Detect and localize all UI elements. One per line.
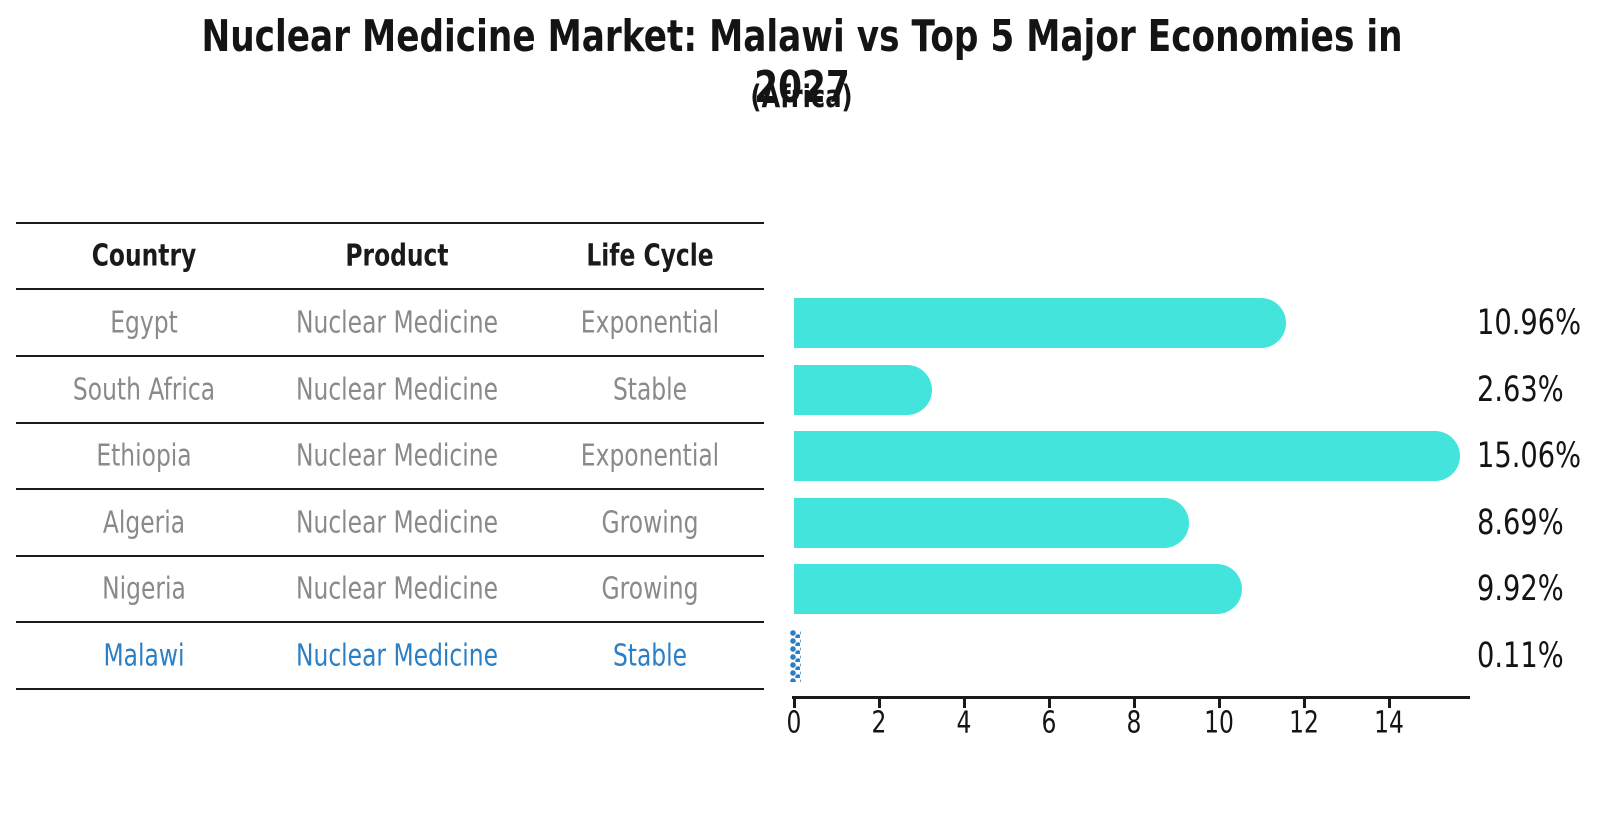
- table-header-1: Product: [331, 239, 463, 274]
- value-label-2: 15.06%: [1477, 436, 1604, 476]
- x-axis-tick-2: [878, 698, 881, 708]
- value-label-0-text: 10.96%: [1477, 302, 1582, 343]
- value-label-1: 2.63%: [1477, 370, 1588, 410]
- table-cell-country-text: South Africa: [72, 372, 216, 407]
- table-cell-product: Nuclear Medicine: [267, 305, 526, 340]
- table-cell-country-text: Algeria: [102, 505, 186, 540]
- x-axis-tick-8: [1133, 698, 1136, 708]
- table-cell-country: Nigeria: [90, 572, 197, 607]
- table-cell-product-text: Nuclear Medicine: [295, 438, 499, 474]
- table-cell-product: Nuclear Medicine: [267, 572, 526, 607]
- table-cell-country: Ethiopia: [83, 439, 205, 474]
- table-cell-product-text: Nuclear Medicine: [295, 571, 499, 607]
- table-cell-life-cycle-text: Stable: [612, 372, 688, 407]
- table-cell-product-text: Nuclear Medicine: [295, 372, 499, 407]
- x-axis-tick-4: [963, 698, 966, 708]
- x-axis-tick-label-0-text: 0: [786, 705, 802, 741]
- table-cell-life-cycle-text: Growing: [601, 505, 699, 540]
- table-header-2-text: Life Cycle: [586, 238, 714, 274]
- page-subtitle-text: (Africa): [750, 79, 854, 115]
- value-label-3-text: 8.69%: [1477, 502, 1564, 543]
- value-label-0: 10.96%: [1477, 303, 1604, 343]
- table-cell-country-text: Egypt: [110, 305, 178, 340]
- value-label-4: 9.92%: [1477, 569, 1588, 609]
- table-rule-4: [16, 488, 764, 490]
- x-axis-tick-label-4: 4: [954, 706, 973, 741]
- value-label-2-text: 15.06%: [1477, 436, 1582, 476]
- table-cell-country: Algeria: [91, 505, 196, 540]
- table-cell-life-cycle-text: Exponential: [580, 305, 720, 340]
- page-title-text: Nuclear Medicine Market: Malawi vs Top 5…: [201, 11, 1403, 113]
- x-axis-tick-12: [1303, 698, 1306, 708]
- table-cell-life-cycle-text: Growing: [601, 571, 699, 607]
- x-axis-tick-6: [1048, 698, 1051, 708]
- x-axis-tick-label-2: 2: [869, 706, 888, 741]
- table-cell-life-cycle: Growing: [588, 505, 712, 540]
- table-cell-life-cycle: Stable: [602, 638, 697, 673]
- bar-algeria: [794, 497, 1189, 548]
- x-axis-tick-label-6: 6: [1039, 706, 1058, 741]
- table-header-0: Country: [77, 239, 211, 274]
- table-cell-product: Nuclear Medicine: [267, 505, 526, 540]
- table-cell-country-text: Malawi: [103, 638, 185, 673]
- table-cell-product-text: Nuclear Medicine: [295, 305, 499, 340]
- table-cell-product-text: Nuclear Medicine: [295, 638, 499, 673]
- bar-south-africa: [794, 364, 932, 415]
- table-cell-life-cycle: Exponential: [561, 439, 738, 474]
- table-cell-country: Malawi: [92, 638, 196, 673]
- x-axis-tick-10: [1218, 698, 1221, 708]
- page-subtitle: (Africa): [0, 79, 1604, 115]
- page-title: Nuclear Medicine Market: Malawi vs Top 5…: [0, 11, 1604, 113]
- bar-nigeria: [794, 564, 1242, 614]
- x-axis-tick-label-12-text: 12: [1289, 705, 1319, 741]
- x-axis-tick-0: [793, 698, 796, 708]
- x-axis-line: [792, 696, 1470, 699]
- table-cell-country: Egypt: [101, 305, 188, 340]
- table-header-0-text: Country: [91, 238, 197, 274]
- table-cell-life-cycle-text: Stable: [612, 638, 688, 673]
- x-axis-tick-label-4-text: 4: [956, 705, 972, 741]
- x-axis-tick-14: [1388, 698, 1391, 708]
- x-axis-tick-label-10-text: 10: [1204, 705, 1234, 741]
- table-cell-life-cycle: Stable: [602, 372, 697, 407]
- table-cell-product-text: Nuclear Medicine: [295, 505, 499, 540]
- table-cell-life-cycle-text: Exponential: [580, 438, 720, 474]
- x-axis-tick-label-14: 14: [1370, 706, 1408, 741]
- table-cell-product: Nuclear Medicine: [267, 638, 526, 673]
- table-rule-1: [16, 288, 764, 290]
- value-label-4-text: 9.92%: [1477, 569, 1564, 609]
- x-axis-tick-label-2-text: 2: [871, 705, 887, 741]
- table-header-1-text: Product: [345, 238, 449, 274]
- table-cell-product: Nuclear Medicine: [267, 439, 526, 474]
- table-cell-country-text: Ethiopia: [96, 438, 192, 474]
- table-cell-product: Nuclear Medicine: [267, 372, 526, 407]
- x-axis-tick-label-8: 8: [1124, 706, 1143, 741]
- value-label-5-text: 0.11%: [1477, 635, 1564, 676]
- x-axis-tick-label-0: 0: [784, 706, 803, 741]
- table-header-2: Life Cycle: [568, 239, 731, 274]
- bar-egypt: [794, 297, 1286, 348]
- table-rule-7: [16, 688, 764, 690]
- table-cell-country-text: Nigeria: [102, 571, 186, 607]
- table-rule-6: [16, 621, 764, 623]
- value-label-3: 8.69%: [1477, 503, 1588, 543]
- x-axis-tick-label-6-text: 6: [1041, 705, 1057, 741]
- table-rule-2: [16, 355, 764, 357]
- bar-ethiopia: [794, 431, 1460, 481]
- x-axis-tick-label-14-text: 14: [1374, 705, 1404, 741]
- table-cell-life-cycle: Exponential: [561, 305, 738, 340]
- x-axis-tick-label-8-text: 8: [1126, 705, 1142, 741]
- x-axis-tick-label-12: 12: [1285, 706, 1323, 741]
- malawi-dotted-bar: [790, 629, 801, 682]
- table-cell-country: South Africa: [53, 372, 235, 407]
- table-cell-life-cycle: Growing: [588, 572, 712, 607]
- x-axis-tick-label-10: 10: [1200, 706, 1238, 741]
- value-label-5: 0.11%: [1477, 636, 1588, 676]
- table-rule-5: [16, 555, 764, 557]
- value-label-1-text: 2.63%: [1477, 369, 1564, 410]
- table-rule-3: [16, 422, 764, 424]
- table-rule-0: [16, 222, 764, 224]
